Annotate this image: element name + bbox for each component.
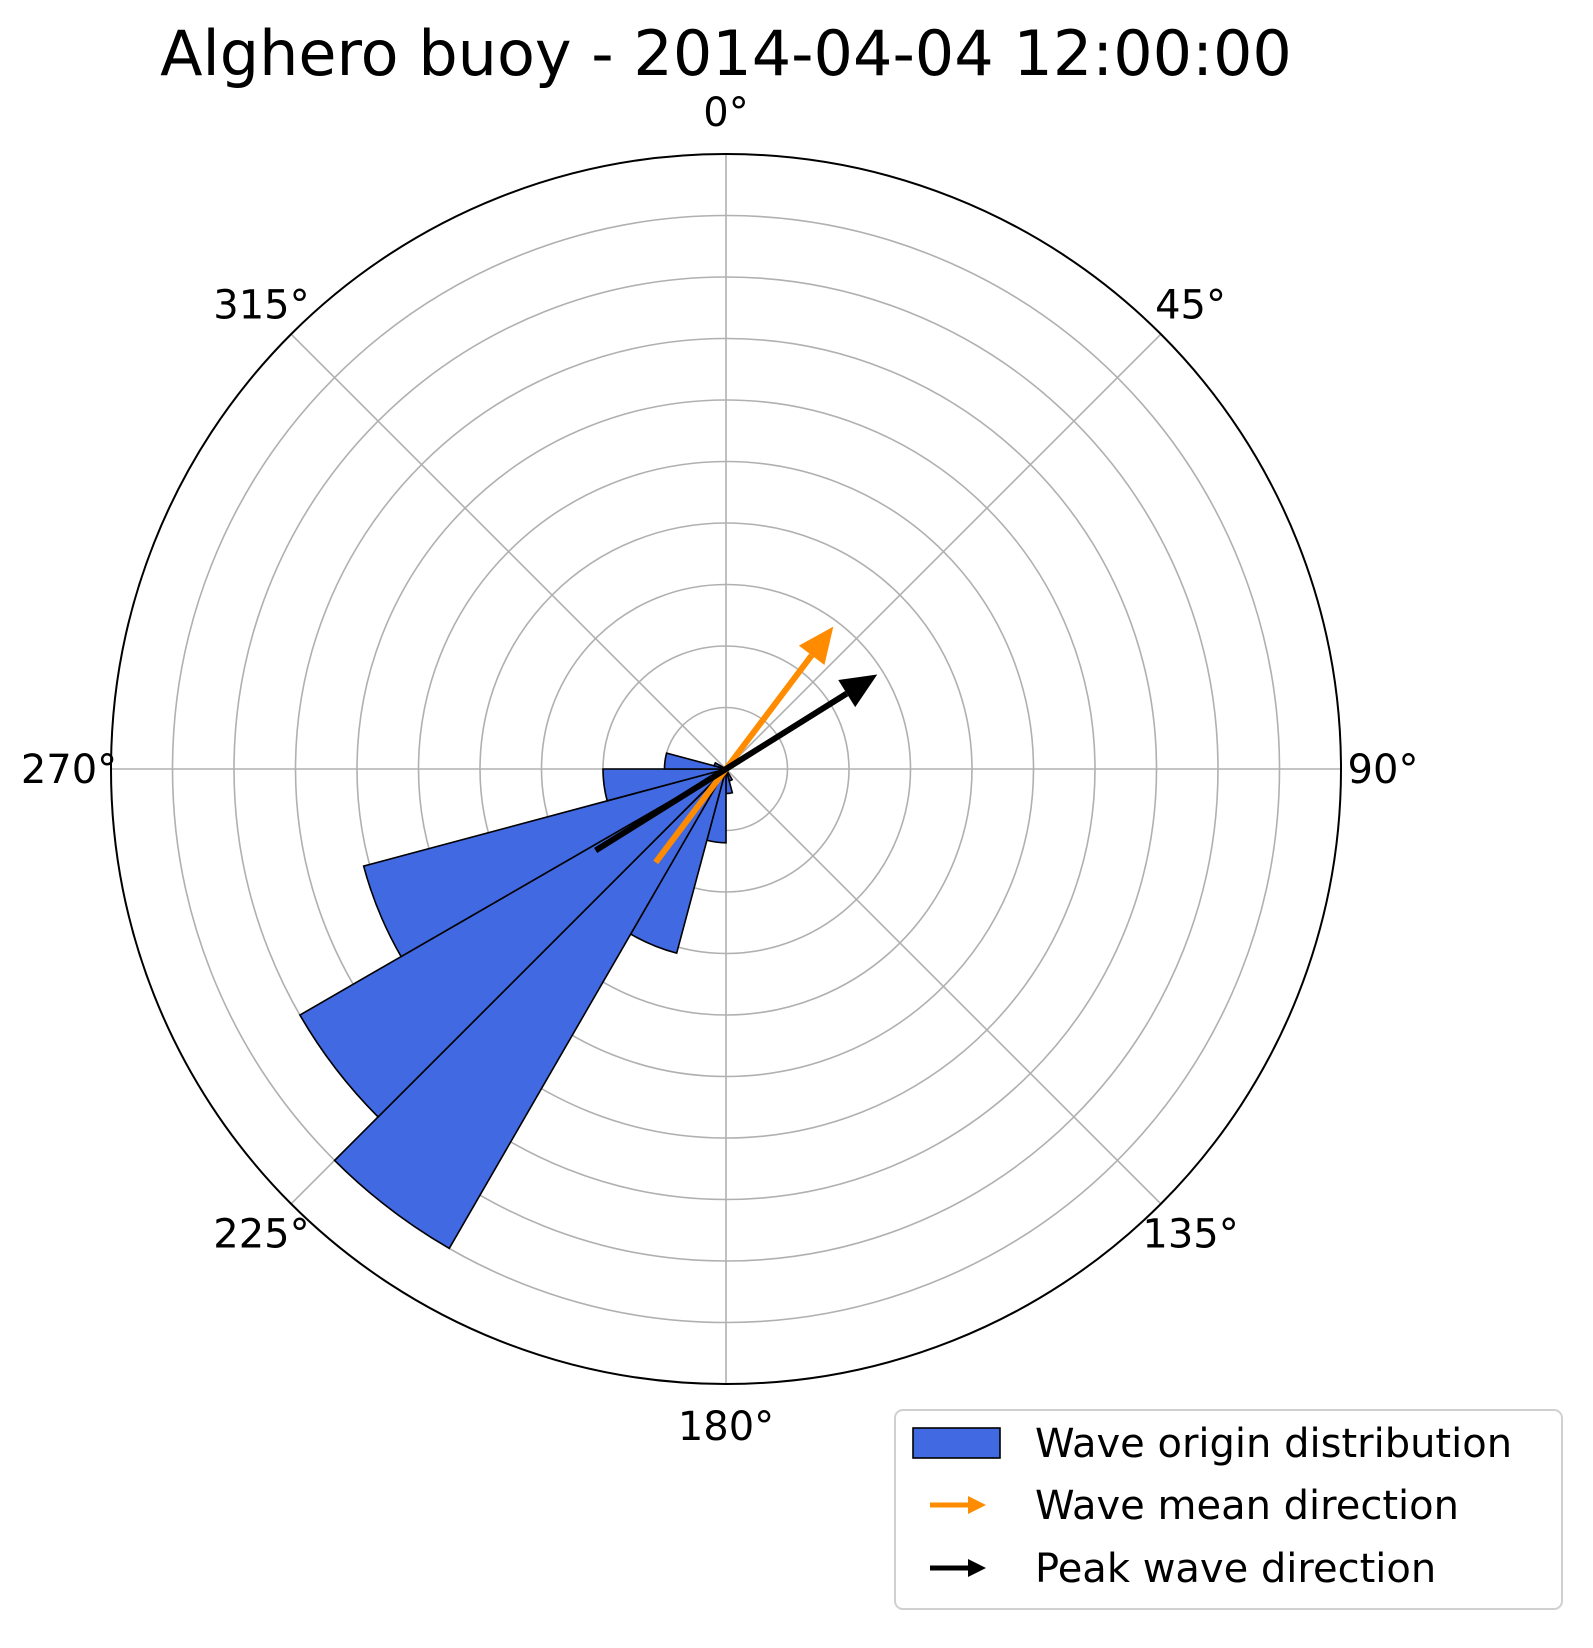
- angular-gridline-1: [725, 333, 1162, 770]
- legend-label: Wave mean direction: [1035, 1483, 1459, 1529]
- direction-bin-bar-4: [333, 768, 727, 1250]
- angle-tick-labels: 0° 45° 90° 135° 180° 225° 270° 315°: [21, 90, 1419, 1450]
- angle-tick-label: 315°: [213, 282, 309, 328]
- legend-label: Peak wave direction: [1035, 1546, 1436, 1592]
- angular-gridline-3: [725, 768, 1162, 1205]
- direction-bin-bar-5: [298, 768, 727, 1119]
- polar-frame: [110, 153, 1342, 1385]
- angle-tick-label: 45°: [1155, 282, 1226, 328]
- legend-swatch-bars: [912, 1427, 1001, 1459]
- angle-tick-label: 90°: [1348, 747, 1419, 793]
- angle-tick-label: 225°: [213, 1212, 309, 1258]
- angle-tick-label: 0°: [703, 90, 748, 136]
- direction-arrow-1: [594, 674, 878, 854]
- wave-origin-bars: [298, 752, 734, 1250]
- direction-bin-bar-6: [362, 768, 727, 958]
- angular-gridline-7: [290, 333, 727, 770]
- angle-tick-label: 270°: [21, 747, 117, 793]
- chart-title: Alghero buoy - 2014-04-04 12:00:00: [160, 17, 1292, 90]
- legend-frame: [894, 1409, 1563, 1610]
- direction-bin-bar-7: [602, 768, 727, 802]
- legend-swatch-arrow-2: [930, 1559, 986, 1577]
- angle-tick-label: 135°: [1142, 1212, 1238, 1258]
- angle-tick-label: 180°: [678, 1404, 774, 1450]
- direction-arrows: [594, 626, 878, 865]
- direction-bin-bar-8: [663, 752, 727, 770]
- direction-arrow-0: [653, 626, 834, 865]
- legend-swatch-arrow-1: [930, 1496, 986, 1514]
- legend: Wave origin distribution Wave mean direct…: [894, 1409, 1563, 1610]
- legend-label: Wave origin distribution: [1035, 1421, 1512, 1467]
